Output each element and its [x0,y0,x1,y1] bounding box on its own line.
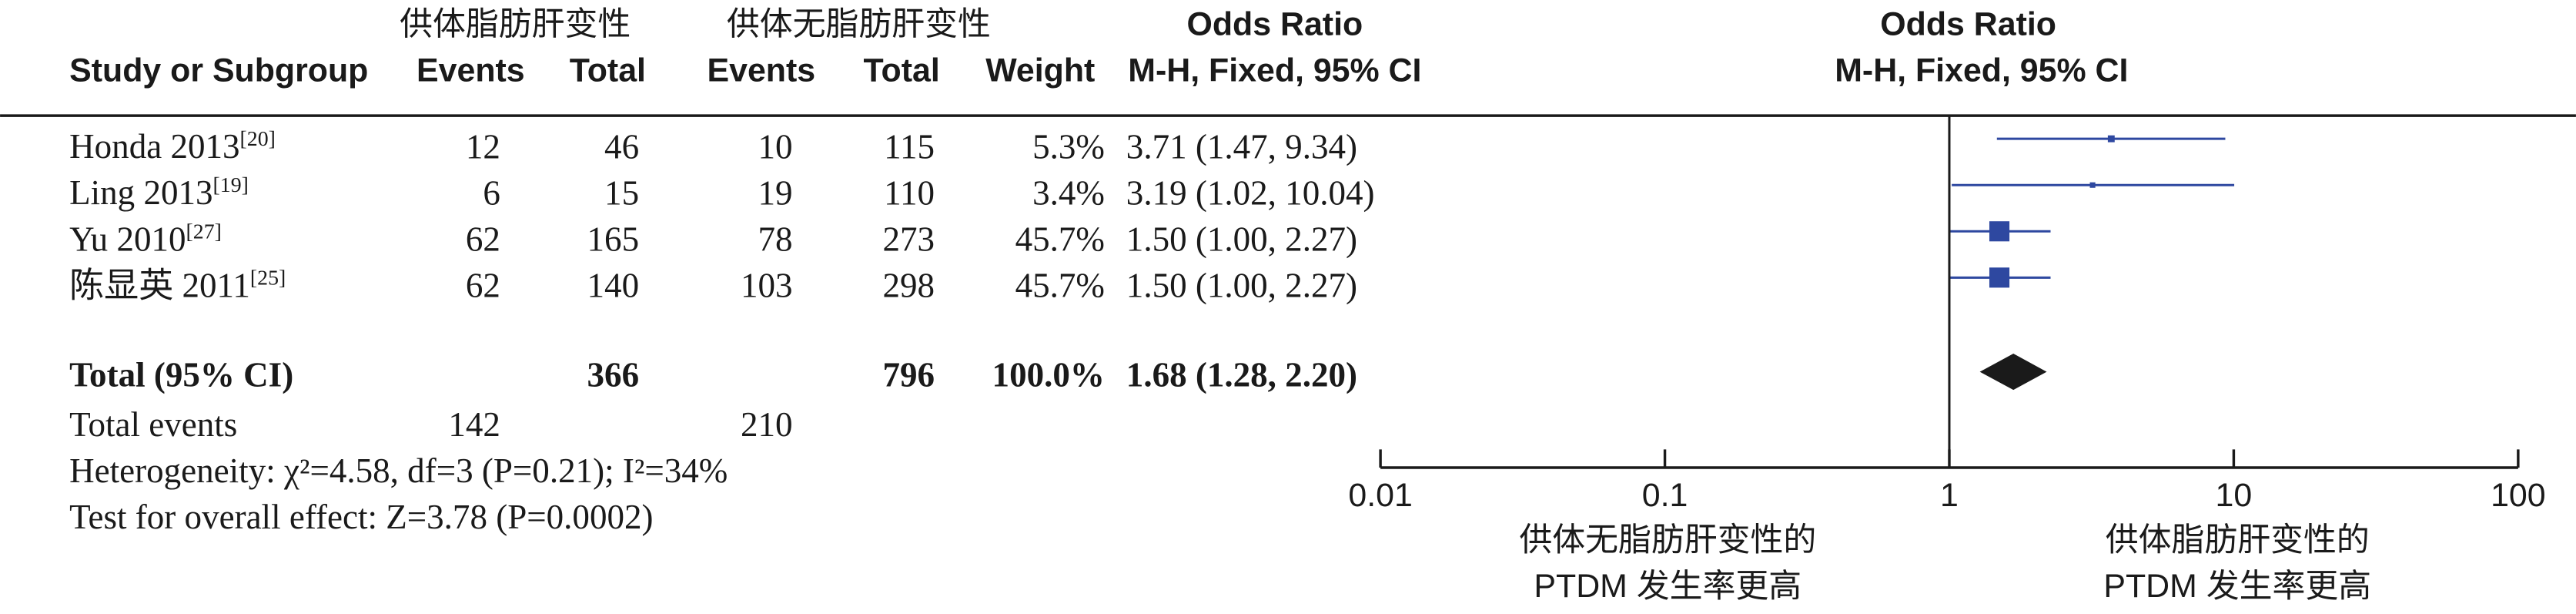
column-header: Total [864,52,940,89]
events: 19 [758,174,793,213]
effect-title: Odds Ratio [1186,6,1363,43]
study-name: Yu 2010[27] [69,220,222,259]
x-tick-label: 0.1 [1642,477,1688,514]
total: 165 [587,220,640,259]
total: 298 [882,267,935,305]
total: 796 [882,355,935,394]
column-header: Study or Subgroup [69,52,368,89]
study-ref: [27] [186,220,222,243]
ci-label: 1.68 (1.28, 2.20) [1126,355,1357,394]
weight: 3.4% [1032,174,1105,213]
plot-method: M-H, Fixed, 95% CI [1835,52,2128,89]
total: 366 [587,355,640,394]
weight: 100.0% [992,355,1105,394]
events: 6 [483,174,500,213]
or-marker [2107,135,2115,143]
total: 140 [587,267,640,305]
ci-label: 3.71 (1.47, 9.34) [1126,128,1357,166]
x-label-right: PTDM 发生率更高 [2103,568,2371,605]
x-tick-label: 0.01 [1348,477,1412,514]
ci-label: 1.50 (1.00, 2.27) [1126,267,1357,305]
weight: 45.7% [1015,220,1105,259]
total: 110 [884,174,935,213]
plot-title: Odds Ratio [1880,6,2056,43]
study-label: Honda 2013 [69,128,239,166]
weight: 5.3% [1032,128,1105,166]
column-header: Events [708,52,816,89]
study-label: 陈显英 2011 [69,267,250,305]
study-name: Ling 2013[19] [69,173,249,213]
study-label: Yu 2010 [69,220,186,259]
total: 46 [604,128,639,166]
events: 142 [448,405,500,444]
study-name: Honda 2013[20] [69,127,276,166]
ci-label: 3.19 (1.02, 10.04) [1126,174,1375,213]
column-header: Total [570,52,646,89]
x-tick-label: 1 [1940,477,1959,514]
total: 115 [884,128,935,166]
overall-effect: Test for overall effect: Z=3.78 (P=0.000… [69,498,653,536]
column-header: Events [417,52,525,89]
total: 15 [604,174,639,213]
pooled-diamond [1979,353,2047,391]
events: 103 [741,267,793,305]
events: 210 [741,405,793,444]
x-label-left: 供体无脂肪肝变性的 [1519,522,1816,559]
group-header: 供体无脂肪肝变性 [727,6,991,43]
or-marker [2089,182,2096,188]
ci-label: 1.50 (1.00, 2.27) [1126,220,1357,259]
effect-method: M-H, Fixed, 95% CI [1128,52,1421,89]
x-label-right: 供体脂肪肝变性的 [2106,522,2370,559]
total-events-label: Total events [69,405,237,444]
or-marker [1989,267,2010,288]
total-label: Total (95% CI) [69,355,293,394]
events: 62 [466,220,500,259]
x-label-left: PTDM 发生率更高 [1534,568,1802,605]
study-ref: [25] [250,266,286,290]
group-header: 供体脂肪肝变性 [400,6,631,43]
events: 62 [466,267,500,305]
weight: 45.7% [1015,267,1105,305]
x-tick-label: 100 [2491,477,2546,514]
total: 273 [882,220,935,259]
or-marker [1989,221,2010,242]
x-tick-label: 10 [2216,477,2253,514]
events: 10 [758,128,793,166]
study-name: 陈显英 2011[25] [69,266,286,305]
study-label: Ling 2013 [69,174,212,213]
events: 12 [466,128,500,166]
study-ref: [19] [213,173,249,197]
events: 78 [758,220,793,259]
heterogeneity: Heterogeneity: χ²=4.58, df=3 (P=0.21); I… [69,451,728,490]
study-ref: [20] [240,127,276,151]
column-header: Weight [985,52,1095,89]
